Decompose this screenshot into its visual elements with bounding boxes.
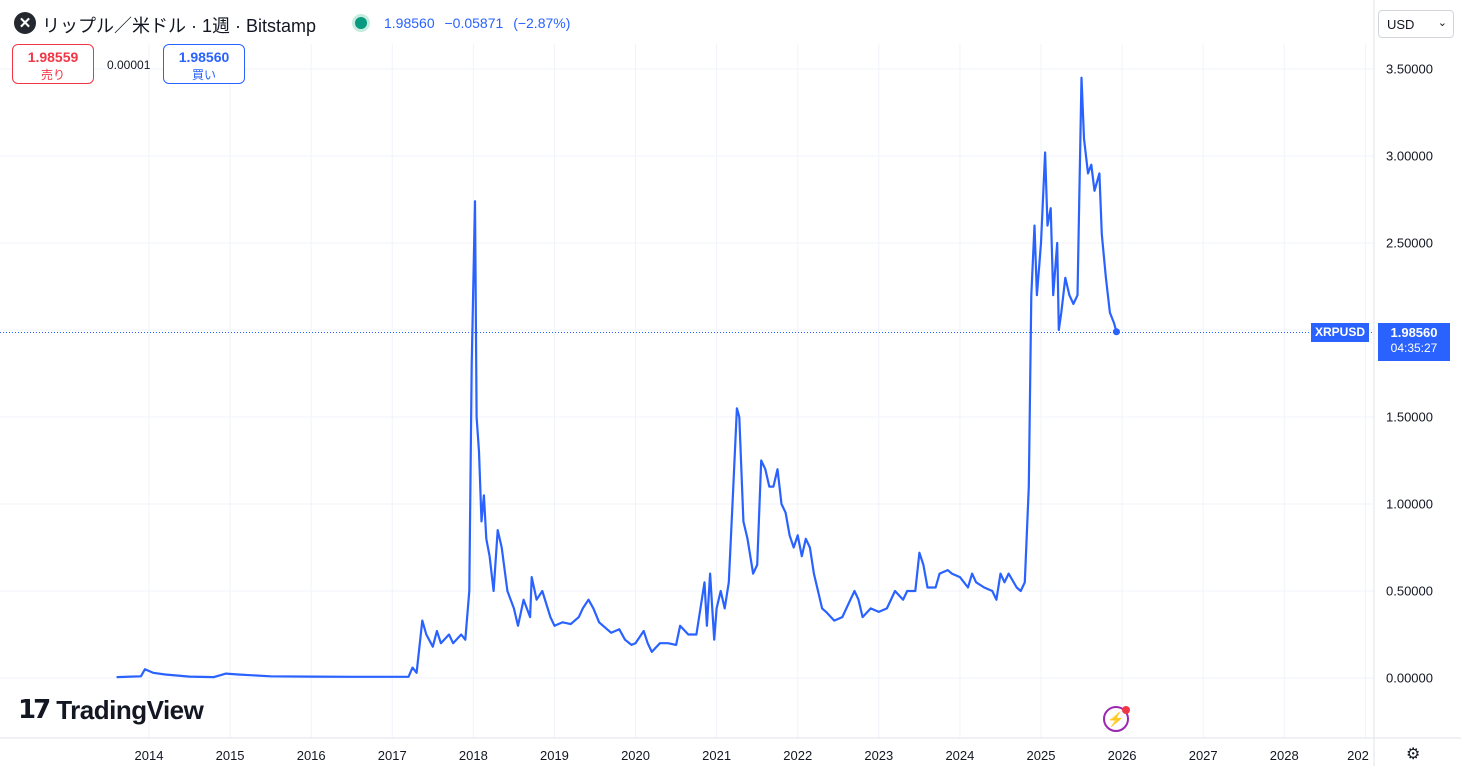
tradingview-logo-text: TradingView (56, 694, 204, 725)
buy-price: 1.98560 (178, 49, 230, 65)
price-axis-label: 1.50000 (1386, 409, 1433, 425)
time-axis-label: 2026 (1107, 748, 1137, 763)
time-axis-label: 2020 (621, 748, 650, 763)
notification-dot (1122, 706, 1130, 714)
last-price: 1.98560 (384, 15, 435, 31)
time-axis-label: 202 (1347, 748, 1369, 763)
time-axis-label: 2019 (539, 748, 569, 763)
currency-value: USD (1387, 17, 1415, 32)
price-change-pct: (−2.87%) (513, 15, 571, 31)
chevron-down-icon: ⌄ (1437, 17, 1447, 29)
time-axis-label: 2018 (458, 748, 488, 763)
buy-button[interactable]: 1.98560 買い (163, 44, 245, 84)
chart-grid (0, 44, 1374, 738)
sell-label: 売り (40, 68, 65, 82)
price-series-line (116, 76, 1118, 679)
price-axis-label: 3.00000 (1386, 148, 1433, 164)
time-axis-label: 2021 (702, 748, 732, 763)
currency-select[interactable]: USD ⌄ (1378, 10, 1454, 38)
time-axis-label: 2025 (1026, 748, 1056, 763)
last-price-dot (1112, 328, 1120, 336)
price-axis-label: 1.00000 (1386, 496, 1433, 512)
price-change: −0.05871 (444, 15, 504, 31)
tradingview-logo[interactable]: 17 TradingView (18, 694, 204, 726)
quote-summary: 1.98560 −0.05871 (−2.87%) (384, 15, 576, 31)
time-axis-label: 2027 (1188, 748, 1218, 763)
price-axis-label: 0.00000 (1386, 670, 1433, 686)
price-axis-label: 2.50000 (1386, 235, 1433, 251)
market-open-indicator (355, 17, 367, 29)
price-axis-label: 3.50000 (1386, 61, 1433, 77)
time-axis-label: 2023 (864, 748, 894, 763)
sell-button[interactable]: 1.98559 売り (12, 44, 94, 84)
sell-price: 1.98559 (27, 49, 79, 65)
tradingview-mark-icon: 17 (18, 695, 51, 725)
time-axis-label: 2015 (215, 748, 245, 763)
symbol-title[interactable]: リップル／米ドル · 1週 · Bitstamp (42, 16, 317, 36)
bar-countdown: 04:35:27 (1390, 341, 1438, 355)
spread-value: 0.00001 (107, 58, 151, 72)
time-axis-label: 2016 (296, 748, 326, 763)
time-axis-label: 2022 (783, 748, 813, 763)
symbol-price-tag: XRPUSD (1311, 323, 1370, 342)
lightning-icon[interactable]: ⚡ (1103, 706, 1129, 732)
price-tag-value: 1.98560 (1390, 325, 1438, 340)
time-axis-label: 2028 (1269, 748, 1299, 763)
settings-gear-icon[interactable]: ⚙ (1406, 746, 1421, 763)
buy-label: 買い (191, 68, 216, 82)
time-axis-label: 2024 (945, 748, 975, 763)
price-axis-label: 0.50000 (1386, 583, 1433, 599)
last-price-tag: 1.98560 04:35:27 (1378, 323, 1450, 361)
time-axis-label: 2014 (134, 748, 164, 763)
xrp-logo-icon: ✕ (14, 12, 36, 34)
time-axis-label: 2017 (377, 748, 407, 763)
